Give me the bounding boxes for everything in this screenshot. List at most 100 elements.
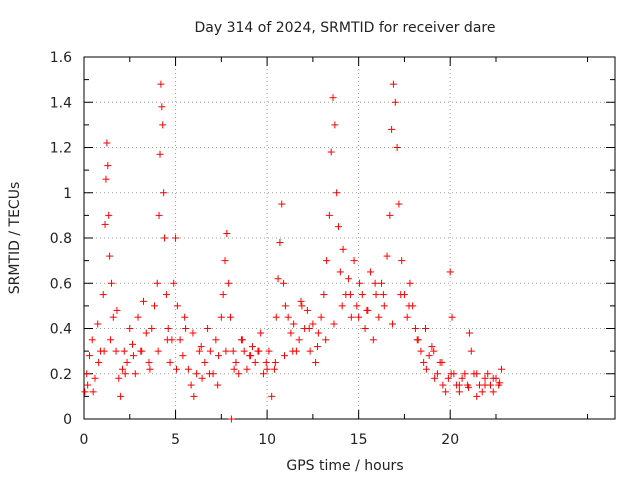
data-point [335, 223, 343, 231]
data-point [81, 388, 89, 396]
data-point [431, 374, 439, 382]
data-point [251, 358, 259, 366]
data-point [338, 302, 346, 310]
data-point [214, 381, 222, 389]
data-point [353, 302, 361, 310]
data-point [369, 336, 377, 344]
data-point [388, 125, 396, 133]
data-point [179, 352, 187, 360]
data-point [123, 358, 131, 366]
y-axis-label: SRMTID / TECUs [7, 182, 23, 295]
data-point [358, 291, 366, 299]
data-point [120, 347, 128, 355]
data-point [248, 343, 256, 351]
data-point [161, 234, 169, 242]
data-point [215, 352, 223, 360]
data-point [421, 325, 429, 332]
data-point [217, 313, 225, 321]
data-point [356, 279, 364, 287]
data-point [89, 388, 97, 396]
data-point [155, 211, 163, 219]
data-point [347, 313, 355, 321]
data-point [496, 379, 504, 387]
data-point [367, 268, 375, 276]
data-point [289, 347, 297, 355]
data-point [378, 279, 386, 287]
y-tick-label: 0.8 [50, 231, 72, 247]
data-point [305, 325, 313, 332]
data-point [481, 381, 489, 389]
data-point [442, 388, 450, 396]
y-tick-label: 0 [63, 412, 72, 428]
data-point [395, 200, 403, 208]
data-point [287, 329, 295, 337]
data-point [157, 80, 165, 88]
data-point [363, 306, 371, 314]
data-point [225, 279, 233, 287]
data-point [461, 370, 469, 378]
data-point [205, 370, 213, 378]
data-point [265, 347, 273, 355]
x-tick-label: 20 [441, 432, 459, 448]
data-point [325, 211, 333, 219]
data-point [281, 302, 289, 310]
data-point [176, 336, 184, 344]
data-point [129, 340, 137, 348]
y-tick-label: 1.2 [50, 141, 72, 157]
data-point [428, 343, 436, 351]
data-point [448, 313, 456, 321]
data-point [166, 358, 174, 366]
data-point [386, 211, 394, 219]
data-point [240, 347, 248, 355]
data-point [230, 365, 238, 373]
data-point [323, 257, 331, 265]
data-points [81, 80, 505, 423]
data-point [333, 189, 341, 197]
data-point [117, 392, 125, 400]
data-point [105, 211, 113, 219]
data-point [497, 365, 505, 373]
data-point [164, 325, 172, 332]
data-point [95, 358, 103, 366]
data-point [375, 313, 383, 321]
data-point [104, 162, 112, 170]
data-point [103, 139, 111, 147]
data-point [473, 370, 481, 378]
data-point [247, 352, 255, 360]
data-point [134, 313, 142, 321]
data-point [113, 306, 121, 314]
data-point [158, 103, 166, 111]
data-point [339, 245, 347, 253]
data-point [489, 388, 497, 396]
data-point [295, 336, 303, 344]
data-point [379, 291, 387, 299]
data-point [154, 347, 162, 355]
data-point [322, 336, 330, 344]
data-point [272, 313, 280, 321]
data-point [280, 352, 288, 360]
data-point [255, 347, 263, 355]
data-point [172, 365, 180, 373]
data-point [330, 320, 338, 328]
data-point [425, 352, 433, 360]
data-point [473, 392, 481, 400]
chart-title: Day 314 of 2024, SRMTID for receiver dar… [195, 20, 496, 36]
data-point [405, 302, 413, 310]
data-point [317, 313, 325, 321]
data-point [446, 268, 454, 276]
data-point [263, 365, 271, 373]
data-point [478, 388, 486, 396]
data-point [235, 370, 243, 378]
data-point [420, 358, 428, 366]
data-point [204, 325, 212, 332]
data-point [150, 302, 158, 310]
data-point [170, 279, 178, 287]
data-point [115, 374, 123, 382]
data-point [312, 358, 320, 366]
data-point [148, 325, 156, 332]
data-point [190, 392, 198, 400]
data-point [398, 257, 406, 265]
data-point [403, 313, 411, 321]
data-point [187, 381, 195, 389]
